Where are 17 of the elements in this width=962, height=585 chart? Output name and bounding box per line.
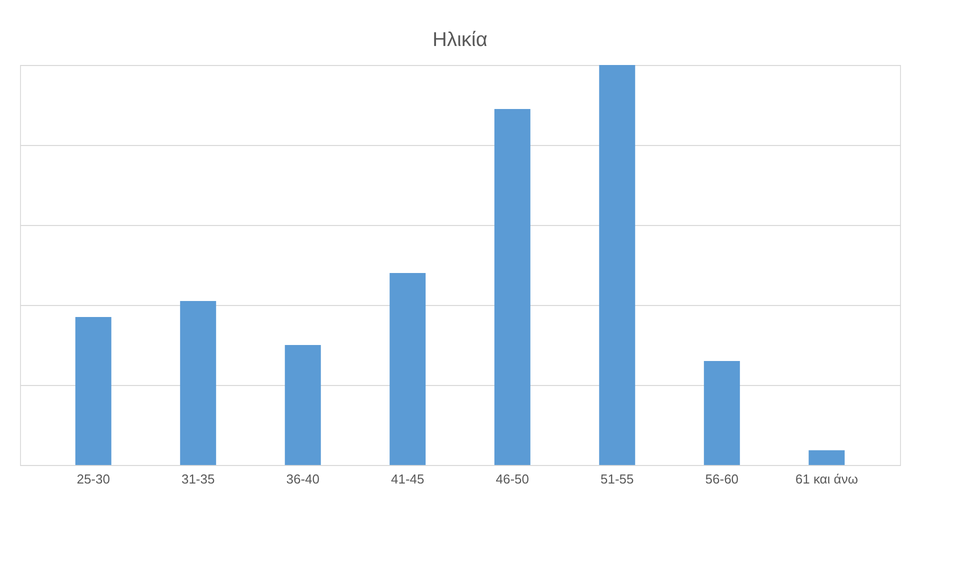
x-tick-label: 56-60 [705, 472, 739, 486]
bar [704, 361, 740, 465]
x-tick-label: 36-40 [286, 472, 320, 486]
bar [180, 301, 216, 465]
x-tick-label: 25-30 [76, 472, 110, 486]
bar [808, 450, 845, 465]
bar [494, 109, 530, 465]
x-tick-label: 31-35 [181, 472, 215, 486]
x-tick-label: 51-55 [600, 472, 634, 486]
bar [284, 345, 321, 465]
x-tick-label: 46-50 [496, 472, 530, 486]
x-tick-label: 41-45 [390, 472, 424, 486]
bar [390, 273, 426, 465]
chart-title: Ηλικία [432, 29, 488, 51]
bar [75, 317, 112, 465]
bar [599, 65, 636, 465]
x-tick-label: 61 και άνω [795, 472, 858, 486]
